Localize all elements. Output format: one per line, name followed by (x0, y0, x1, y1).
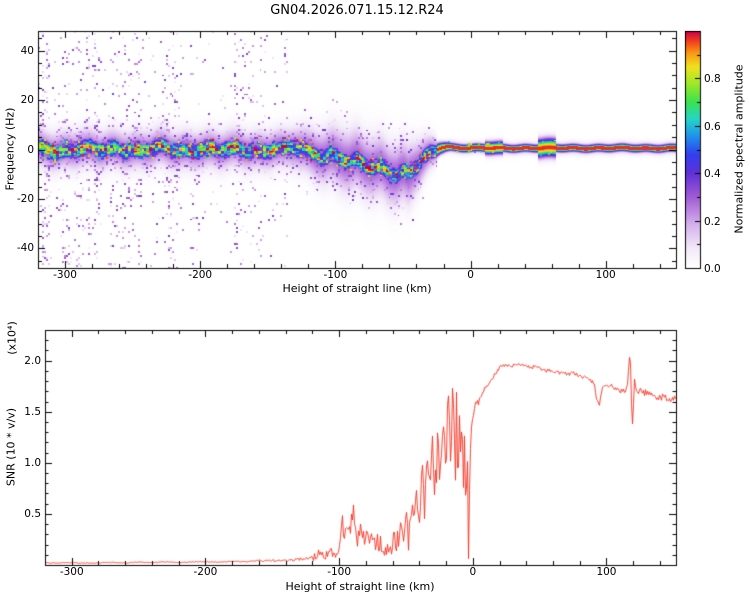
snr-line-canvas (45, 330, 676, 565)
top-yaxis-label: Frequency (Hz) (3, 107, 17, 191)
colorbar-label: Normalized spectral amplitude (732, 64, 746, 234)
y-tick-label: 0.5 (24, 507, 41, 520)
spectrogram-canvas (38, 31, 676, 268)
x-tick-label: -200 (188, 269, 213, 281)
x-tick-label: 0 (467, 269, 474, 281)
colorbar-canvas (685, 31, 700, 268)
y-scale-note: (x10⁴) (5, 321, 19, 355)
x-tick-label: -100 (323, 269, 348, 281)
bottom-xaxis-label: Height of straight line (km) (285, 580, 435, 593)
x-tick-label: -300 (59, 566, 84, 578)
x-tick-label: 0 (469, 566, 477, 578)
colorbar-tick-label: 0.0 (704, 262, 721, 275)
x-tick-label: -300 (53, 269, 77, 281)
top-xaxis-label: Height of straight line (km) (282, 282, 432, 295)
y-tick-label: 1.0 (24, 456, 41, 469)
y-tick-label: 40 (20, 44, 34, 57)
x-tick-label: 100 (596, 566, 617, 578)
y-tick-label: 20 (20, 94, 34, 107)
y-tick-label: 1.5 (24, 405, 41, 418)
y-tick-label: 2.0 (24, 354, 41, 367)
y-tick-label: -20 (16, 192, 34, 205)
x-tick-label: -100 (327, 566, 352, 578)
y-tick-label: -40 (16, 242, 34, 255)
bottom-yaxis-label: SNR (10 * v/v) (4, 407, 18, 487)
plot-title: GN04.2026.071.15.12.R24 (270, 3, 444, 18)
x-tick-label: -200 (193, 566, 218, 578)
x-tick-label: 100 (595, 269, 616, 281)
colorbar-tick-label: 0.2 (704, 215, 721, 228)
colorbar-tick-label: 0.8 (704, 72, 721, 85)
colorbar-tick-label: 0.6 (704, 120, 721, 133)
y-tick-label: 0 (27, 143, 34, 156)
colorbar-tick-label: 0.4 (704, 167, 721, 180)
